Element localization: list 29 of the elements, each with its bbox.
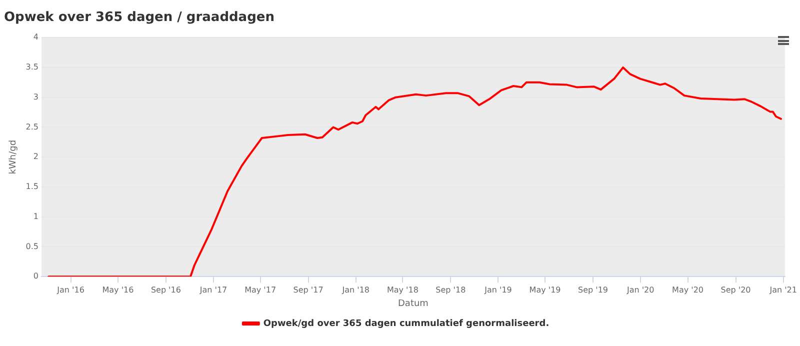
y-tick-label: 2.5 (26, 122, 39, 132)
x-tick-label: Jan '21 (768, 285, 797, 294)
x-tick-label: Sep '17 (293, 285, 324, 294)
x-tick-label: Jan '17 (198, 285, 228, 294)
x-tick-label: May '18 (386, 285, 418, 294)
legend-label: Opwek/gd over 365 dagen cummulatief genormaliseerd. (263, 318, 550, 329)
x-tick-label: May '19 (529, 285, 561, 294)
x-tick-label: Sep '16 (150, 285, 181, 294)
y-axis-title: kWh/gd (8, 140, 19, 174)
x-tick-label: May '17 (244, 285, 276, 294)
x-tick-label: Sep '20 (720, 285, 751, 294)
y-tick-label: 1.5 (26, 182, 39, 192)
x-axis-title: Datum (398, 298, 428, 309)
x-tick-label: Sep '19 (578, 285, 608, 294)
y-tick-label: 4 (33, 32, 39, 42)
y-tick-label: 0.5 (26, 242, 39, 251)
y-tick-label: 0 (33, 272, 39, 281)
chart-title: Opwek over 365 dagen / graaddagen (4, 10, 274, 26)
x-tick-label: Jan '18 (341, 285, 370, 294)
x-tick-label: Jan '19 (484, 285, 512, 294)
x-tick-label: May '20 (672, 285, 704, 294)
x-tick-label: Jan '16 (56, 285, 84, 294)
y-tick-label: 1 (33, 212, 39, 221)
x-tick-label: Jan '20 (626, 285, 654, 294)
x-tick-label: May '16 (102, 285, 134, 294)
x-tick-label: Sep '18 (436, 285, 466, 294)
y-tick-label: 3.5 (26, 62, 39, 72)
y-tick-label: 2 (33, 152, 39, 162)
y-tick-label: 3 (33, 92, 39, 102)
